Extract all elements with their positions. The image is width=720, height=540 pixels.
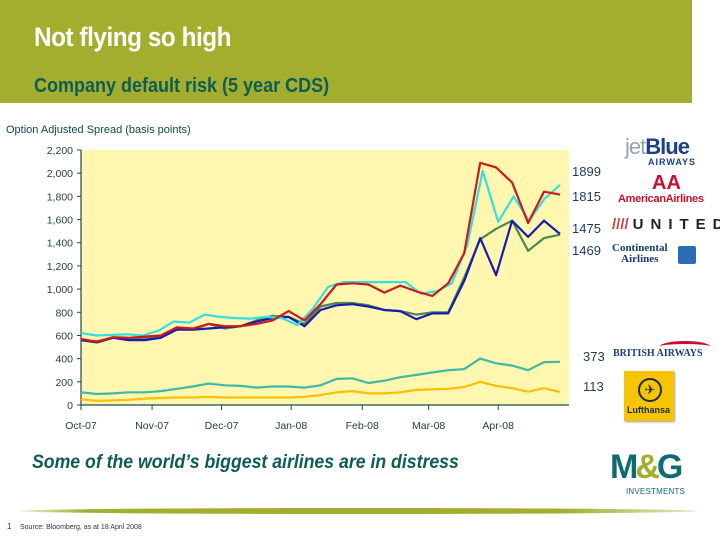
jetblue-logo-text-a: jet — [625, 134, 646, 159]
y-tick-label: 1,600 — [47, 215, 73, 227]
y-tick-label: 1,400 — [47, 238, 73, 250]
british-airways-swoosh-icon — [660, 341, 710, 352]
united-stripes-icon: //// — [612, 216, 629, 233]
continental-line2: Airlines — [621, 253, 659, 265]
y-tick-label: 2,200 — [47, 145, 73, 157]
end-label-continental-airlines: 1469 — [572, 243, 601, 258]
continental-line1: Continental — [612, 242, 668, 254]
slide-subtitle: Company default risk (5 year CDS) — [34, 75, 330, 97]
tagline: Some of the world’s biggest airlines are… — [32, 452, 459, 473]
header-banner — [0, 0, 692, 103]
lufthansa-logo-text: Lufthansa — [627, 405, 671, 415]
slide-title: Not flying so high — [34, 22, 232, 52]
mg-logo-sub: INVESTMENTS — [626, 487, 686, 496]
end-label-british-airways: 373 — [583, 349, 605, 364]
brush-divider — [18, 508, 698, 514]
series-lines — [80, 161, 561, 402]
y-tick-label: 2,000 — [47, 168, 73, 180]
continental-globe-icon — [678, 246, 696, 264]
x-tick-label: Oct-07 — [65, 420, 97, 432]
x-tick-label: Feb-08 — [346, 420, 379, 432]
jetblue-logo-sub: AIRWAYS — [648, 157, 697, 167]
mg-logo-m: M — [610, 448, 638, 486]
y-tick-label: 0 — [67, 400, 73, 412]
y-axis-title: Option Adjusted Spread (basis points) — [6, 124, 191, 136]
series-line-american-airlines — [80, 161, 561, 343]
jetblue-logo-text-b: Blue — [645, 134, 690, 159]
lufthansa-crane-icon: ✈ — [638, 378, 662, 402]
plot-area — [81, 150, 569, 405]
series-line-united — [80, 219, 561, 344]
page-number: 1 — [7, 522, 12, 531]
united-logo: ////UNITED — [612, 216, 720, 233]
american-airlines-eagle-icon: AA — [652, 172, 681, 194]
mg-logo: M&G — [610, 448, 684, 487]
y-tick-label: 1,800 — [47, 191, 73, 203]
x-tick-label: Dec-07 — [205, 420, 239, 432]
x-tick-label: Mar-08 — [412, 420, 445, 432]
y-tick-label: 200 — [55, 377, 73, 389]
british-airways-logo: BRITISH AIRWAYS — [613, 348, 703, 359]
series-line-jetblue — [80, 169, 561, 337]
end-label-united: 1475 — [572, 221, 601, 236]
y-axis: 0 200 400 600 800 1,000 1,200 1,400 1,600 1,800 2,… — [47, 145, 82, 412]
continental-logo: Continental Airlines — [612, 243, 668, 265]
end-label-lufthansa: 113 — [583, 379, 604, 394]
y-tick-label: 400 — [55, 354, 73, 366]
x-axis: Oct-07 Nov-07 Dec-07 Jan-08 Feb-08 Mar-08 Apr-… — [65, 404, 569, 432]
y-tick-label: 600 — [55, 330, 73, 342]
series-line-british-airways — [80, 357, 561, 396]
source-note: Source: Bloomberg, as at 18 April 2008 — [20, 524, 142, 531]
x-tick-label: Nov-07 — [135, 420, 169, 432]
end-label-jetblue: 1899 — [572, 164, 601, 179]
x-tick-label: Jan-08 — [275, 420, 307, 432]
mg-logo-amp: & — [635, 448, 660, 486]
american-airlines-logo: AmericanAirlines — [618, 193, 704, 205]
y-tick-label: 800 — [55, 307, 73, 319]
y-tick-label: 1,000 — [47, 284, 73, 296]
series-line-lufthansa — [80, 380, 561, 402]
end-label-american-airlines: 1815 — [572, 189, 601, 204]
mg-logo-g: G — [656, 448, 684, 486]
united-logo-text: UNITED — [632, 216, 720, 233]
jetblue-logo: jetBlue — [625, 134, 690, 160]
x-tick-label: Apr-08 — [482, 420, 514, 432]
lufthansa-logo: ✈ Lufthansa — [624, 371, 674, 421]
y-tick-label: 1,200 — [47, 261, 73, 273]
